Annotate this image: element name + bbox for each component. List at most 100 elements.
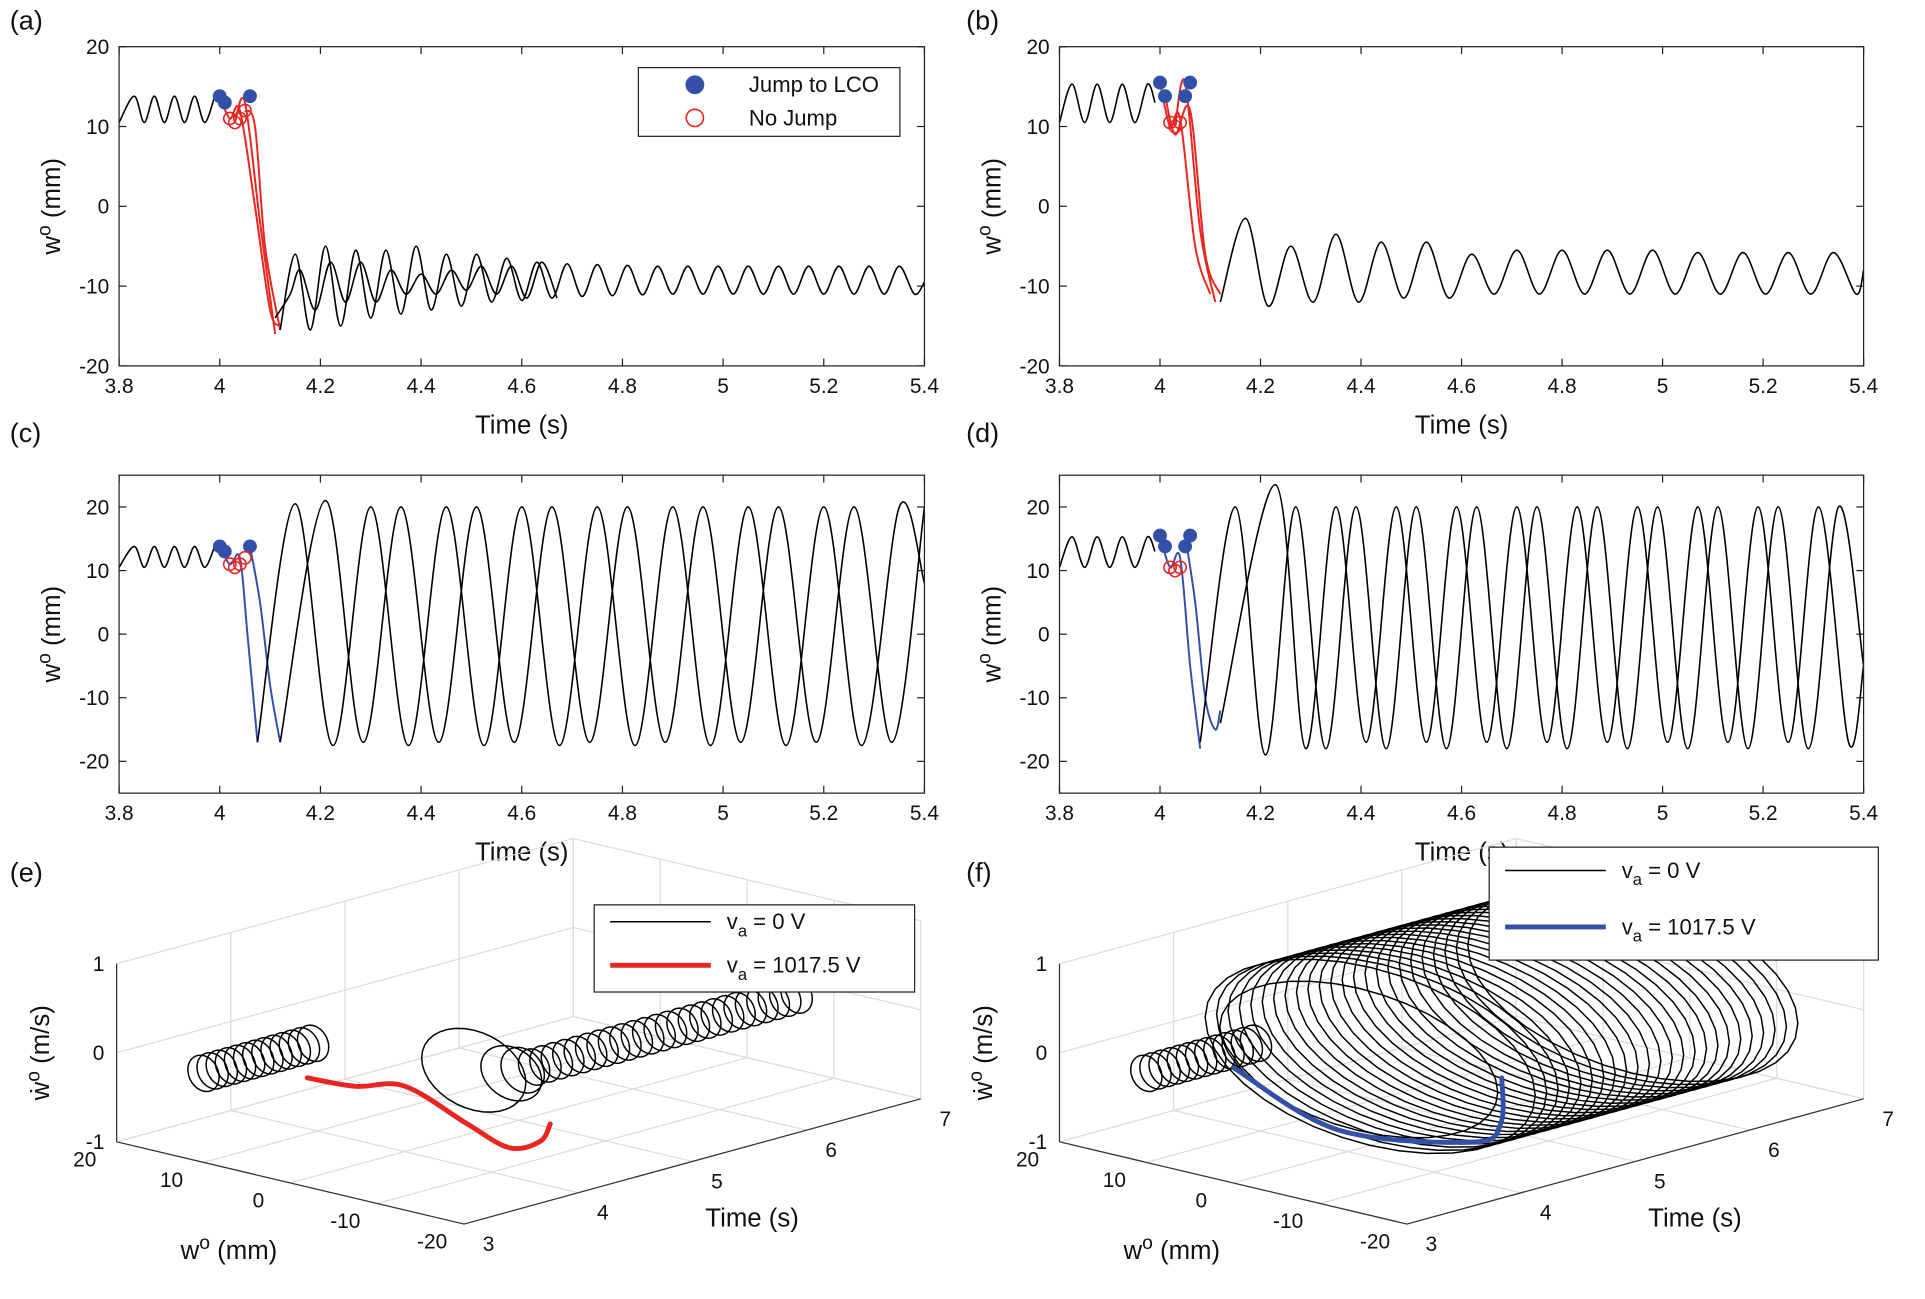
- orbit-ring: [700, 998, 734, 1036]
- orbit-ring: [688, 1001, 722, 1039]
- orbit-ring: [563, 1035, 597, 1074]
- orbit-ring: [551, 1038, 585, 1077]
- y-tick-label: 10: [1103, 1169, 1126, 1192]
- line: [1184, 535, 1222, 731]
- orbit-ring: [1330, 924, 1662, 1120]
- panel-label: (a): [10, 6, 43, 36]
- line: [279, 245, 925, 331]
- line: [1159, 535, 1202, 749]
- orbit-ring: [1238, 949, 1571, 1145]
- orbit-ring: [420, 1027, 527, 1113]
- x-tick-label: 5: [1654, 1170, 1666, 1193]
- trajectory: [1231, 1065, 1506, 1145]
- orbit-ring: [1203, 1034, 1236, 1073]
- x-tick-label: 4.2: [306, 802, 335, 825]
- y-tick-label: -10: [1020, 687, 1050, 710]
- plot-area: [119, 475, 925, 794]
- panel-label: (d): [966, 418, 999, 448]
- axis-line: [116, 1141, 465, 1225]
- marker: [1173, 560, 1188, 575]
- grid-line: [1059, 1015, 1517, 1143]
- z-axis-label: ẇo (m/s): [23, 1005, 55, 1101]
- y-tick-label: -10: [330, 1210, 360, 1233]
- marker: [243, 89, 257, 104]
- y-tick-label: 10: [1026, 560, 1049, 583]
- plot-area: [1059, 46, 1864, 366]
- z-tick-label: 0: [93, 1042, 105, 1065]
- x-tick-label: 5.4: [1849, 375, 1878, 398]
- orbit-ring: [1230, 1026, 1264, 1065]
- grid-line: [1146, 1036, 1604, 1163]
- y-tick-label: 10: [86, 560, 109, 583]
- marker: [1158, 539, 1172, 554]
- x-tick-label: 3.8: [1045, 375, 1074, 398]
- legend-box: [593, 904, 916, 993]
- orbit-ring: [1295, 933, 1628, 1130]
- line: [256, 501, 925, 747]
- line: [1164, 94, 1222, 295]
- orbit-ring: [1261, 942, 1594, 1139]
- y-tick-label: 0: [1038, 196, 1050, 219]
- orbit-ring: [232, 1041, 266, 1080]
- orbit-ring: [205, 1049, 239, 1088]
- legend-label: va = 0 V: [1622, 858, 1701, 889]
- axis-line: [1059, 1141, 1408, 1225]
- x-tick-label: 4: [1540, 1202, 1552, 1225]
- grid-line: [1059, 837, 1517, 965]
- orbit-ring: [1284, 936, 1616, 1133]
- line: [233, 97, 277, 335]
- plot-lines: [1059, 75, 1864, 307]
- grid-line: [1319, 1077, 1777, 1205]
- x-tick-label: 4.2: [1246, 802, 1275, 825]
- orbit-ring: [1272, 939, 1605, 1136]
- z-tick-label: -1: [1029, 1131, 1048, 1154]
- z-axis-label: ẇo (m/s): [966, 1005, 998, 1101]
- legend-label: Jump to LCO: [749, 72, 879, 97]
- legend-label: va = 0 V: [727, 909, 806, 940]
- x-tick-label: 3.8: [105, 375, 134, 398]
- x-tick-label: 4.4: [1347, 802, 1376, 825]
- trajectory: [304, 1075, 553, 1151]
- line: [1059, 83, 1156, 124]
- orbit-ring: [631, 1016, 665, 1055]
- y-axis-label: wo (mm): [34, 586, 66, 684]
- x-tick-label: 4.8: [608, 375, 637, 398]
- x-tick-label: 4.8: [608, 802, 637, 825]
- y-axis-label: wo (mm): [1123, 1233, 1221, 1265]
- axis-line: [463, 1098, 921, 1225]
- orbit-ring: [734, 988, 768, 1027]
- y-axis-label: wo (mm): [180, 1233, 278, 1265]
- x-tick-label: 4: [1154, 802, 1166, 825]
- x-tick-label: 5: [717, 802, 729, 825]
- orbit-ring: [1387, 908, 1719, 1105]
- x-tick-label: 6: [825, 1139, 837, 1162]
- orbit-ring: [609, 1023, 642, 1061]
- y-tick-label: 0: [98, 196, 110, 219]
- x-tick-label: 5.2: [1749, 802, 1778, 825]
- y-tick-label: -10: [1273, 1210, 1303, 1233]
- x-tick-label: 4.4: [407, 375, 436, 398]
- orbit-ring: [1129, 1054, 1163, 1093]
- orbit-ring: [500, 1046, 546, 1094]
- plot-lines: [119, 499, 925, 747]
- x-tick-label: 3.8: [1045, 802, 1074, 825]
- x-tick-label: 4.2: [1246, 375, 1275, 398]
- orbit-ring: [1221, 1029, 1255, 1068]
- legend-label: va = 1017.5 V: [727, 953, 861, 984]
- plot-lines: [1059, 483, 1864, 756]
- y-tick-label: -20: [1360, 1231, 1390, 1254]
- orbit-ring: [1364, 914, 1696, 1111]
- x-axis-label: Time (s): [1648, 1204, 1742, 1232]
- orbit-ring: [278, 1029, 312, 1068]
- x-tick-label: 5: [1657, 375, 1669, 398]
- y-tick-label: -10: [79, 275, 109, 298]
- orbit-ring: [517, 1048, 551, 1086]
- line: [1219, 483, 1864, 750]
- orbit-ring: [1193, 1036, 1227, 1075]
- x-tick-label: 4.2: [306, 375, 335, 398]
- x-tick-label: 4: [597, 1202, 609, 1225]
- x-tick-label: 5.4: [910, 375, 939, 398]
- orbit-ring: [196, 1051, 229, 1090]
- line: [119, 95, 216, 124]
